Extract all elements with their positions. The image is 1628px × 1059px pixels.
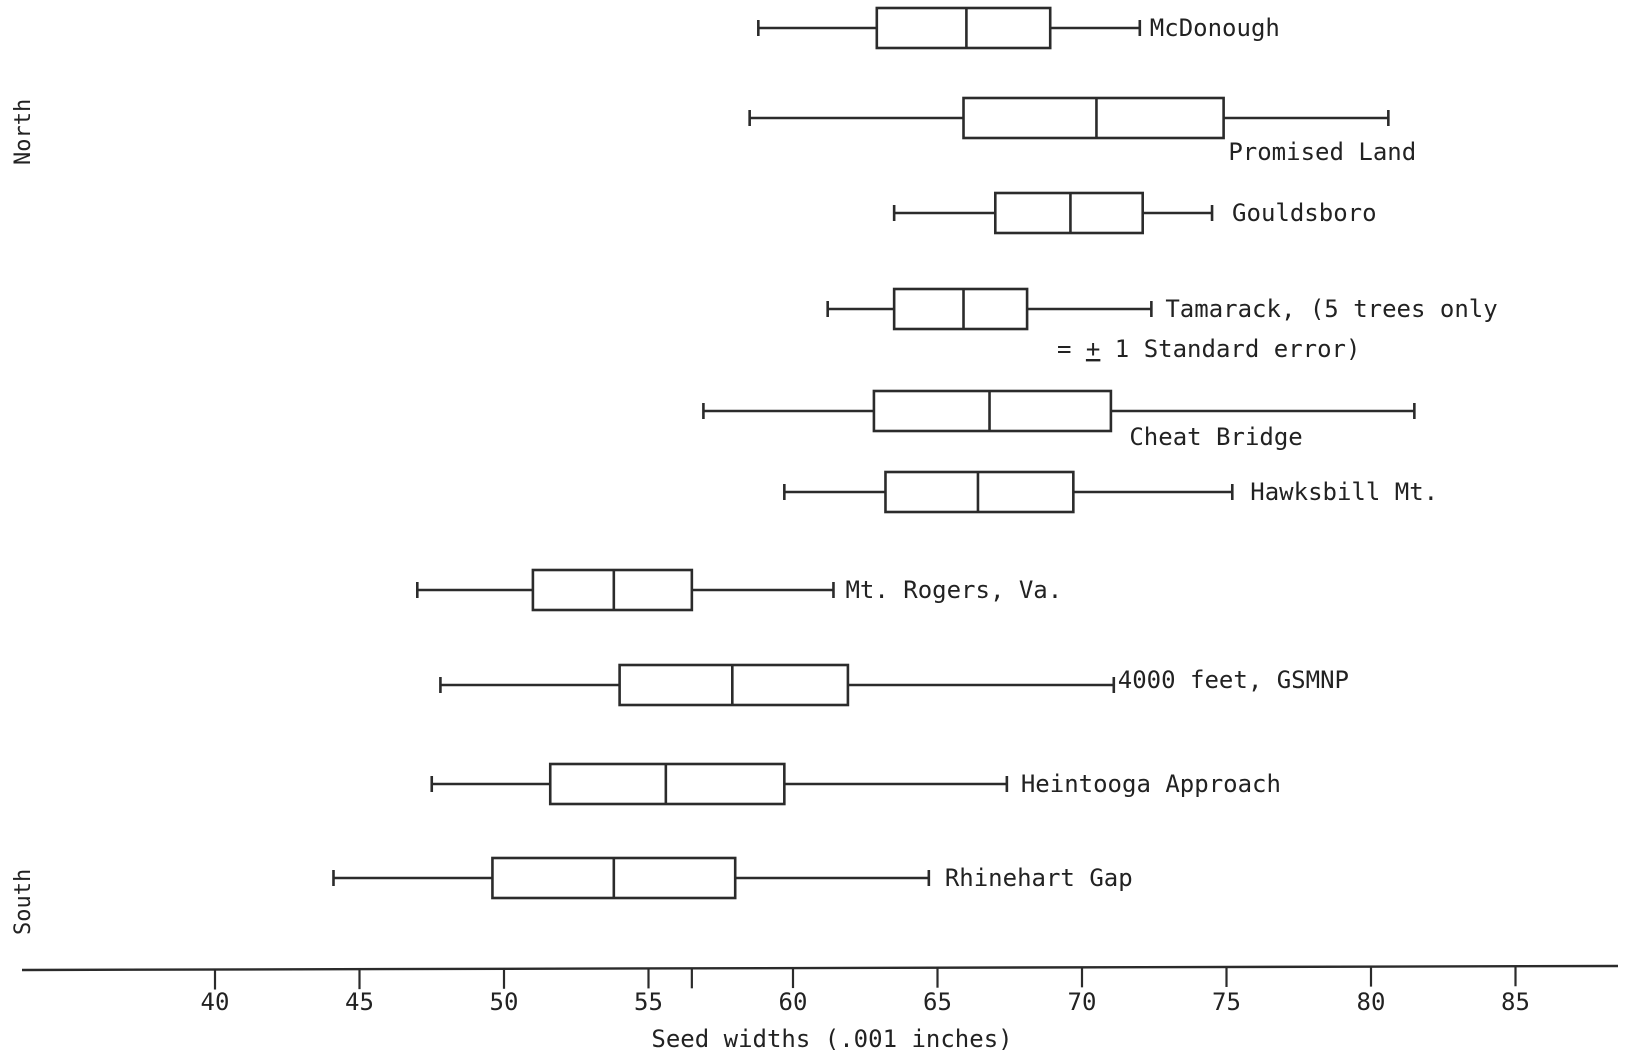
plus-minus-symbol: + <box>1086 335 1100 363</box>
series-label: 4000 feet, GSMNP <box>1118 666 1349 694</box>
x-tick-label: 85 <box>1501 988 1530 1016</box>
series-7: Mt. Rogers, Va. <box>415 568 1062 612</box>
legend-note: = + 1 Standard error) <box>1057 335 1360 363</box>
series-4: Tamarack, (5 trees only <box>826 287 1498 331</box>
x-tick-label: 70 <box>1068 988 1097 1016</box>
series-label: Rhinehart Gap <box>945 864 1133 892</box>
series-label: Mt. Rogers, Va. <box>845 576 1062 604</box>
series-8: 4000 feet, GSMNP <box>439 663 1349 707</box>
legend-note-prefix: = <box>1057 335 1086 363</box>
series-label: Promised Land <box>1228 138 1416 166</box>
x-tick-label: 75 <box>1212 988 1241 1016</box>
series-6: Hawksbill Mt. <box>783 470 1438 514</box>
x-tick-label: 80 <box>1357 988 1386 1016</box>
side-labels: North South <box>11 99 36 935</box>
series-2: Promised Land <box>748 96 1416 166</box>
x-tick-label: 65 <box>923 988 952 1016</box>
x-tick-label: 40 <box>201 988 230 1016</box>
series-1: McDonough <box>757 6 1280 50</box>
x-axis: 40 45 50 55 60 65 70 75 80 85 Seed widths (.001 i… <box>21 964 1619 1053</box>
box <box>884 470 1075 514</box>
series-label: Heintooga Approach <box>1021 770 1281 798</box>
series-label: Hawksbill Mt. <box>1250 478 1438 506</box>
x-tick-label: 50 <box>490 988 519 1016</box>
series-5: Cheat Bridge <box>702 389 1416 451</box>
x-tick-label: 45 <box>345 988 374 1016</box>
x-axis-label: Seed widths (.001 inches) <box>651 1025 1012 1053</box>
box <box>618 663 850 707</box>
south-label: South <box>11 869 36 935</box>
x-axis-ticks: 40 45 50 55 60 65 70 75 80 85 <box>201 966 1530 1016</box>
box <box>892 287 1029 331</box>
series-label: Cheat Bridge <box>1129 423 1302 451</box>
x-axis-line <box>21 964 1619 972</box>
series-9: Heintooga Approach <box>430 762 1281 806</box>
series-label: Tamarack, (5 trees only <box>1165 295 1497 323</box>
series-label: McDonough <box>1150 14 1280 42</box>
box <box>531 568 694 612</box>
box <box>548 762 786 806</box>
north-label: North <box>11 99 36 165</box>
legend-note-suffix: 1 Standard error) <box>1100 335 1360 363</box>
series-layer: McDonough Promised Land Gouldsboro Tamarack… <box>332 6 1498 900</box>
box <box>875 6 1052 50</box>
x-tick-label: 60 <box>779 988 808 1016</box>
series-label: Gouldsboro <box>1232 199 1377 227</box>
series-3: Gouldsboro <box>892 191 1377 235</box>
box <box>993 191 1144 235</box>
box <box>962 96 1225 140</box>
series-10: Rhinehart Gap <box>332 856 1133 900</box>
box <box>872 389 1113 433</box>
x-tick-label: 55 <box>634 988 663 1016</box>
